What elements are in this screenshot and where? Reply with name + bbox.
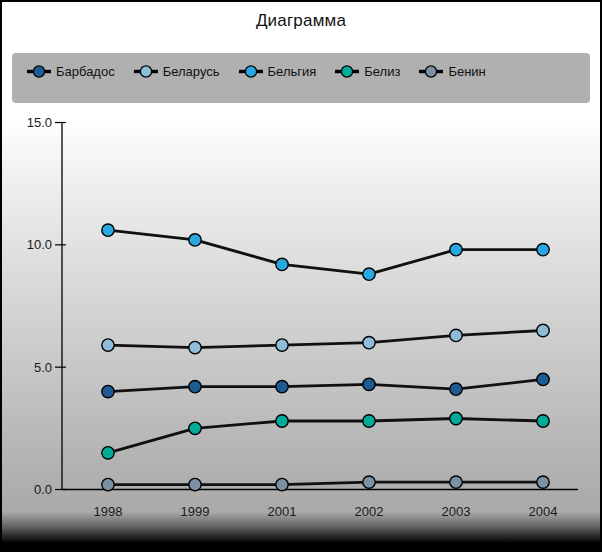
series-line-Барбадос <box>108 379 543 391</box>
data-point-marker <box>102 224 114 236</box>
data-point-marker <box>450 244 462 256</box>
series-line-Бенин <box>108 482 543 484</box>
x-tick-label: 2002 <box>355 504 384 519</box>
x-tick-label: 1998 <box>94 504 123 519</box>
data-point-marker <box>102 339 114 351</box>
data-point-marker <box>276 415 288 427</box>
data-point-marker <box>363 476 375 488</box>
x-tick-label: 2004 <box>529 504 558 519</box>
data-point-marker <box>363 337 375 349</box>
y-tick-label: 0.0 <box>34 482 52 497</box>
series-line-Белиз <box>108 419 543 453</box>
data-point-marker <box>102 447 114 459</box>
y-tick-label: 15.0 <box>27 115 52 130</box>
chart-window: Диаграмма БарбадосБеларусьБельгияБелизБе… <box>0 0 602 552</box>
data-point-marker <box>450 383 462 395</box>
x-tick-label: 1999 <box>181 504 210 519</box>
series-line-Бельгия <box>108 230 543 274</box>
y-tick-label: 10.0 <box>27 237 52 252</box>
line-chart: 0.0 5.0 10.0 15.0 1998 1999 2001 2002 2003 2004 <box>0 0 602 552</box>
data-point-marker <box>537 415 549 427</box>
data-point-marker <box>276 478 288 490</box>
data-point-marker <box>276 258 288 270</box>
x-tick-label: 2001 <box>268 504 297 519</box>
x-tick-label: 2003 <box>442 504 471 519</box>
data-point-marker <box>189 381 201 393</box>
data-point-marker <box>189 341 201 353</box>
data-point-marker <box>363 415 375 427</box>
data-point-marker <box>537 476 549 488</box>
data-point-marker <box>450 412 462 424</box>
data-point-marker <box>450 476 462 488</box>
data-point-marker <box>276 381 288 393</box>
data-point-marker <box>363 268 375 280</box>
data-point-marker <box>189 234 201 246</box>
y-tick-label: 5.0 <box>34 360 52 375</box>
data-point-marker <box>189 422 201 434</box>
data-point-marker <box>450 329 462 341</box>
data-point-marker <box>537 324 549 336</box>
series-line-Беларусь <box>108 331 543 348</box>
data-point-marker <box>102 385 114 397</box>
data-point-marker <box>102 478 114 490</box>
data-point-marker <box>537 373 549 385</box>
data-point-marker <box>363 378 375 390</box>
data-point-marker <box>189 478 201 490</box>
data-point-marker <box>276 339 288 351</box>
data-point-marker <box>537 244 549 256</box>
